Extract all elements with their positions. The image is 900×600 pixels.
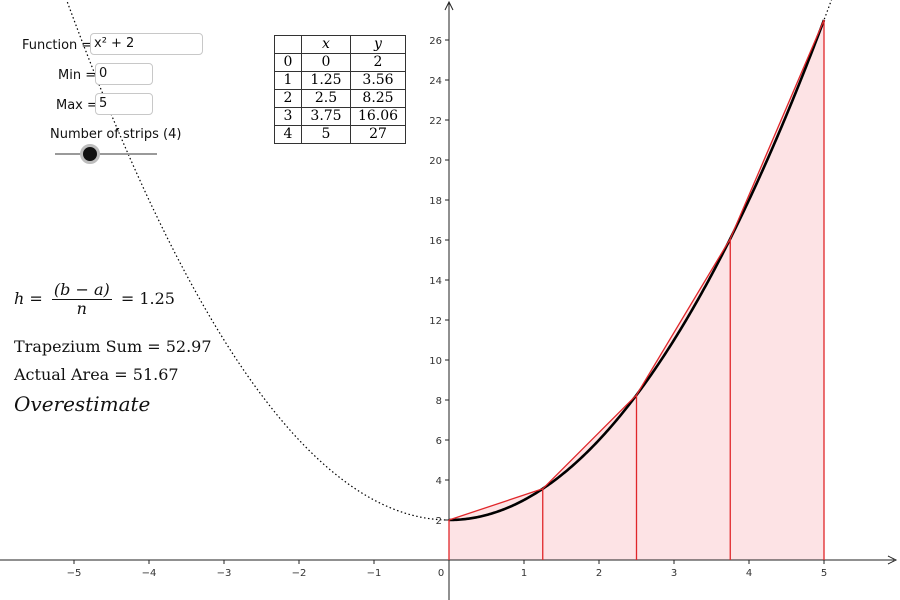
h-equals-2: =: [120, 289, 135, 308]
y-tick-label: 18: [429, 196, 442, 207]
y-tick-label: 22: [429, 116, 442, 127]
x-tick-label: 0: [438, 568, 444, 579]
table-row: 4 5 27: [274, 125, 406, 144]
actual-area: Actual Area = 51.67: [14, 365, 179, 384]
x-tick-label: 5: [821, 568, 827, 579]
trapezium-edges-group: [448, 19, 825, 560]
strips-slider-track[interactable]: [55, 153, 157, 155]
table-cell-y: 8.25: [350, 89, 406, 108]
table-cell-y: 16.06: [350, 107, 406, 126]
strips-slider-label: Number of strips (4): [50, 127, 182, 142]
y-tick-label: 4: [436, 476, 442, 487]
h-variable: h: [14, 289, 25, 308]
x-tick-label: −3: [217, 568, 232, 579]
x-tick-label: −1: [367, 568, 382, 579]
x-tick-label: 1: [521, 568, 527, 579]
min-label: Min =: [58, 68, 97, 83]
table-cell-y: 2: [350, 53, 406, 72]
y-tick-label: 14: [429, 276, 442, 287]
y-tick-label: 10: [429, 356, 442, 367]
y-tick-label: 8: [436, 396, 442, 407]
actual-area-value: 51.67: [132, 365, 179, 384]
table-cell-index: 2: [274, 89, 302, 108]
trapezium-top-edge: [729, 19, 825, 240]
h-fraction: (b − a) n: [51, 280, 112, 318]
x-tick-label: −5: [67, 568, 82, 579]
x-tick-label: −4: [142, 568, 157, 579]
trapezium-sum-equals: =: [147, 337, 161, 356]
max-label: Max =: [56, 98, 98, 113]
y-tick-label: 20: [429, 156, 442, 167]
table-cell-index: 4: [274, 125, 302, 144]
table-cell-x: 0: [301, 53, 351, 72]
h-denominator: n: [76, 299, 87, 318]
estimate-verdict: Overestimate: [14, 392, 151, 416]
table-header-y: y: [350, 35, 406, 54]
table-header-index: [274, 35, 302, 54]
y-tick-label: 26: [429, 36, 442, 47]
table-cell-x: 1.25: [301, 71, 351, 90]
table-cell-index: 0: [274, 53, 302, 72]
table-row: 3 3.75 16.06: [274, 107, 406, 126]
trapezium-top-edge: [448, 488, 543, 521]
table-row: 0 0 2: [274, 53, 406, 72]
table-header-row: x y: [274, 35, 406, 54]
table-cell-index: 3: [274, 107, 302, 126]
x-axis-arrow: [887, 555, 898, 565]
table-cell-x: 2.5: [301, 89, 351, 108]
values-table: x y 0 0 2 1 1.25 3.56 2 2.5 8.25 3 3.75 …: [274, 35, 406, 144]
function-input[interactable]: x² + 2: [90, 33, 203, 55]
h-formula: h = (b − a) n = 1.25: [14, 281, 175, 318]
y-tick-label: 16: [429, 236, 442, 247]
table-cell-x: 5: [301, 125, 351, 144]
h-numerator: (b − a): [51, 280, 112, 300]
x-tick-label: 2: [596, 568, 602, 579]
trapezium-top-edge: [635, 238, 731, 396]
y-tick-label: 6: [436, 436, 442, 447]
table-cell-y: 27: [350, 125, 406, 144]
table-row: 2 2.5 8.25: [274, 89, 406, 108]
y-tick-label: 12: [429, 316, 442, 327]
x-tick-label: −2: [292, 568, 307, 579]
y-tick-label: 24: [429, 76, 442, 87]
table-cell-x: 3.75: [301, 107, 351, 126]
trapezium-top-edge: [542, 394, 637, 490]
trapezium-sum-label: Trapezium Sum: [14, 337, 143, 356]
x-tick-label: 4: [746, 568, 752, 579]
table-cell-y: 3.56: [350, 71, 406, 90]
function-label: Function =: [22, 38, 93, 53]
trapezium-sum-value: 52.97: [165, 337, 212, 356]
table-header-x: x: [301, 35, 351, 54]
table-row: 1 1.25 3.56: [274, 71, 406, 90]
actual-area-equals: =: [114, 365, 128, 384]
y-tick-label: 2: [436, 516, 442, 527]
x-tick-label: 3: [671, 568, 677, 579]
y-axis-arrow: [444, 0, 454, 11]
max-input[interactable]: 5: [95, 93, 153, 115]
h-value: 1.25: [139, 289, 175, 308]
h-equals: =: [29, 289, 43, 308]
table-cell-index: 1: [274, 71, 302, 90]
trapezium-sum: Trapezium Sum = 52.97: [14, 337, 212, 356]
strips-slider-handle[interactable]: [80, 144, 100, 164]
actual-area-label: Actual Area: [14, 365, 110, 384]
min-input[interactable]: 0: [95, 63, 153, 85]
